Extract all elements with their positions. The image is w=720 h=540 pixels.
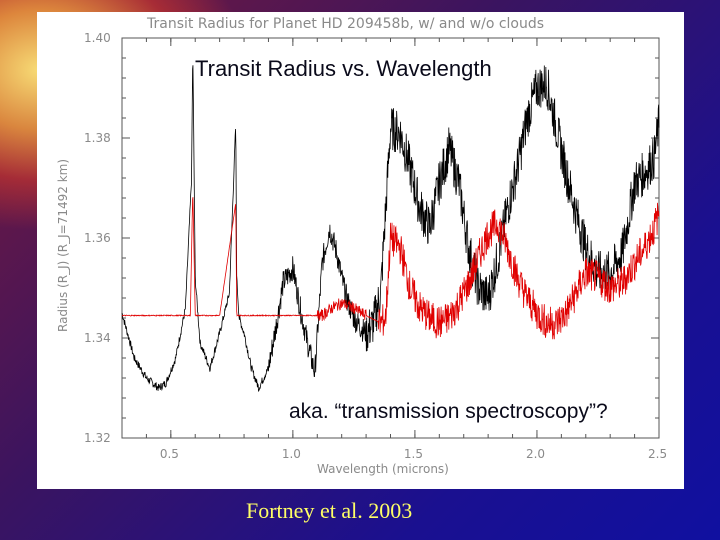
y-axis-label: Radius (R_J) (R_J=71492 km) — [56, 159, 70, 332]
y-tick-label: 1.40 — [84, 31, 111, 45]
y-tick-label: 1.34 — [84, 331, 111, 345]
x-tick-label: 0.5 — [160, 447, 179, 461]
slide-overlay-note: aka. “transmission spectroscopy”? — [289, 400, 608, 423]
citation-text: Fortney et al. 2003 — [246, 498, 413, 523]
chart-svg: Transit Radius for Planet HD 209458b, w/… — [56, 16, 667, 476]
x-tick-label: 1.0 — [282, 447, 301, 461]
slide-overlay-title: Transit Radius vs. Wavelength — [195, 56, 492, 81]
x-tick-label: 2.5 — [648, 447, 667, 461]
series-with-clouds-line — [121, 197, 660, 340]
y-tick-label: 1.38 — [84, 131, 111, 145]
series-without-clouds-line — [121, 65, 660, 392]
y-tick-label: 1.32 — [84, 431, 111, 445]
tick-labels: 1.32 1.34 1.36 1.38 1.40 0.5 1.0 1.5 2.0 2.5 — [84, 31, 667, 461]
y-tick-label: 1.36 — [84, 231, 111, 245]
x-tick-label: 2.0 — [526, 447, 545, 461]
x-axis-label: Wavelength (microns) — [317, 462, 449, 476]
chart-figure: Transit Radius for Planet HD 209458b, w/… — [37, 12, 684, 489]
series-layer — [121, 65, 660, 392]
chart-title: Transit Radius for Planet HD 209458b, w/… — [146, 16, 544, 32]
axis-ticks — [121, 37, 660, 439]
x-tick-label: 1.5 — [404, 447, 423, 461]
